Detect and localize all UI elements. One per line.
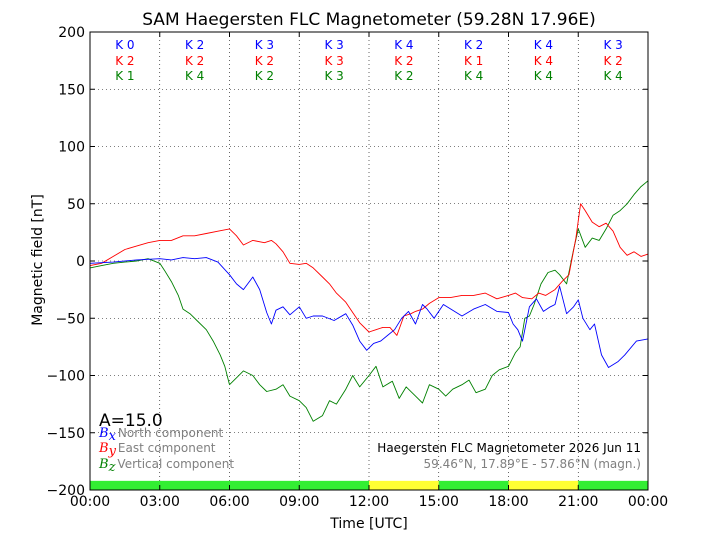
plot-frame: [89, 31, 649, 491]
x-tick-label: 03:00: [140, 494, 180, 510]
k-index-y: K 2: [115, 54, 134, 68]
y-tick-label: 0: [76, 254, 85, 270]
k-index-x: K 3: [603, 38, 622, 52]
y-tick-label: 200: [58, 25, 85, 41]
k-index-y: K 4: [534, 54, 553, 68]
legend-item-east: By East component: [98, 441, 216, 459]
k-index-z: K 2: [394, 69, 413, 83]
k-index-x: K 3: [255, 38, 274, 52]
station-coordinates: 59.46°N, 17.89°E - 57.86°N (magn.): [424, 457, 641, 471]
y-tick-label: −200: [47, 483, 85, 499]
a-index: A=15.0: [99, 411, 163, 431]
k-index-z: K 4: [185, 69, 204, 83]
k-index-x: K 2: [464, 38, 483, 52]
y-tick-label: 150: [58, 82, 85, 98]
series-layer: [89, 180, 649, 422]
legend-item-vertical: Bz Vertical component: [98, 457, 234, 475]
k-index-z: K 3: [324, 69, 343, 83]
x-axis-label: Time [UTC]: [329, 516, 407, 532]
y-tick-label: −50: [55, 311, 85, 327]
chart-title: SAM Haegersten FLC Magnetometer (59.28N …: [142, 10, 596, 30]
station-info: Haegersten FLC Magnetometer 2026 Jun 11: [377, 441, 641, 455]
status-segment: [369, 480, 439, 490]
k-index-y: K 2: [255, 54, 274, 68]
series-line-x: [89, 257, 649, 368]
status-segment: [438, 480, 509, 490]
k-index-y: K 3: [324, 54, 343, 68]
k-index-x: K 3: [324, 38, 343, 52]
x-tick-label: 00:00: [628, 494, 668, 510]
status-segment: [508, 480, 579, 490]
status-segment: [578, 480, 648, 490]
k-index-z: K 4: [534, 69, 553, 83]
legend: Bx North component By East component Bz Ver…: [98, 426, 234, 475]
x-tick-label: 18:00: [488, 494, 528, 510]
legend-item-north: Bx North component: [98, 426, 223, 444]
x-tick-label: 00:00: [70, 494, 110, 510]
y-axis-label: Magnetic field [nT]: [30, 194, 46, 326]
k-index-y: K 1: [464, 54, 483, 68]
k-index-y: K 2: [394, 54, 413, 68]
k-index-x: K 4: [534, 38, 553, 52]
y-tick-label: −150: [47, 426, 85, 442]
y-tick-label: 50: [67, 197, 85, 213]
x-tick-label: 06:00: [209, 494, 249, 510]
k-index-z: K 1: [115, 69, 134, 83]
k-index-z: K 4: [464, 69, 483, 83]
y-tick-label: 100: [58, 140, 85, 156]
k-index-z: K 4: [603, 69, 622, 83]
x-tick-label: 15:00: [419, 494, 459, 510]
x-tick-label: 09:00: [279, 494, 319, 510]
y-tick-label: −100: [47, 369, 85, 385]
k-index-x: K 2: [185, 38, 204, 52]
k-index-y: K 2: [603, 54, 622, 68]
k-index-x: K 0: [115, 38, 134, 52]
k-index-y: K 2: [185, 54, 204, 68]
k-index-z: K 2: [255, 69, 274, 83]
k-index-x: K 4: [394, 38, 413, 52]
series-line-z: [89, 180, 649, 422]
k-index-layer: K 0K 2K 1K 2K 2K 4K 3K 2K 2K 3K 3K 3K 4K…: [115, 38, 623, 83]
x-tick-label: 21:00: [558, 494, 598, 510]
series-line-y: [89, 203, 649, 336]
x-tick-label: 12:00: [349, 494, 389, 510]
grid-lines: [90, 32, 648, 490]
